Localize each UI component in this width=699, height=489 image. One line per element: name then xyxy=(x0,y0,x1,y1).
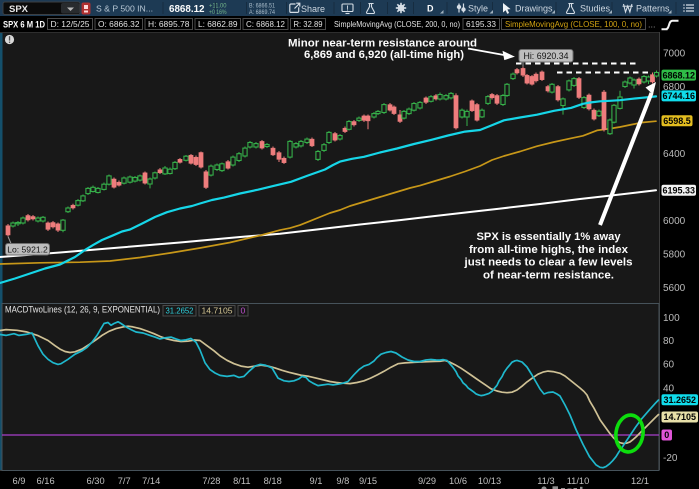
svg-text:0: 0 xyxy=(241,306,246,316)
svg-text:SimpleMovingAvg (CLOSE, 100, 0: SimpleMovingAvg (CLOSE, 100, 0, no) xyxy=(505,19,642,29)
svg-text:+11.00: +11.00 xyxy=(209,3,227,10)
svg-text:+0.16%: +0.16% xyxy=(209,9,227,16)
svg-text:C: 6868.12: C: 6868.12 xyxy=(246,19,285,29)
svg-text:31.2652: 31.2652 xyxy=(166,306,194,316)
svg-text:L: 6862.89: L: 6862.89 xyxy=(198,19,238,29)
svg-text:6598.5: 6598.5 xyxy=(663,116,691,126)
svg-text:9/1: 9/1 xyxy=(310,476,323,486)
svg-text:6400: 6400 xyxy=(663,149,686,160)
svg-text:5800: 5800 xyxy=(663,250,686,261)
svg-text:Share: Share xyxy=(301,4,325,14)
svg-text:10/13: 10/13 xyxy=(478,476,501,486)
svg-text:6,869 and 6,920 (all-time high: 6,869 and 6,920 (all-time high) xyxy=(304,49,464,61)
svg-text:-20: -20 xyxy=(663,453,678,464)
svg-text:of near-term resistance.: of near-term resistance. xyxy=(483,269,614,281)
svg-text:Hi: 6920.34: Hi: 6920.34 xyxy=(524,51,569,61)
svg-text:10/6: 10/6 xyxy=(449,476,467,486)
svg-text:H: 6895.78: H: 6895.78 xyxy=(148,19,190,29)
svg-text:Patterns: Patterns xyxy=(636,4,670,14)
svg-text:Style: Style xyxy=(468,4,488,14)
svg-text:Drawings: Drawings xyxy=(515,4,553,14)
svg-text:SPX is essentially 1% away: SPX is essentially 1% away xyxy=(477,231,622,243)
svg-text:Lo: 5921.2: Lo: 5921.2 xyxy=(7,244,48,254)
svg-text:0: 0 xyxy=(664,430,669,440)
svg-text:from all-time highs, the index: from all-time highs, the index xyxy=(469,244,629,256)
svg-text:6195.33: 6195.33 xyxy=(466,19,496,29)
svg-text:7/28: 7/28 xyxy=(202,476,220,486)
svg-text:O: 6866.32: O: 6866.32 xyxy=(98,19,140,29)
svg-text:6744.16: 6744.16 xyxy=(662,91,695,101)
svg-text:...: ... xyxy=(648,20,656,30)
svg-text:6800: 6800 xyxy=(663,82,686,93)
svg-text:7000: 7000 xyxy=(663,49,686,60)
svg-text:40: 40 xyxy=(663,384,675,395)
svg-text:7/14: 7/14 xyxy=(142,476,160,486)
svg-text:60: 60 xyxy=(663,359,675,370)
svg-text:6000: 6000 xyxy=(663,216,686,227)
svg-text:Minor near-term resistance aro: Minor near-term resistance around xyxy=(288,37,477,49)
svg-text:SPX 6 M 1D: SPX 6 M 1D xyxy=(3,20,45,31)
svg-text:14.7105: 14.7105 xyxy=(663,412,696,422)
svg-text:SPX: SPX xyxy=(9,4,29,15)
svg-text:6/9: 6/9 xyxy=(13,476,26,486)
svg-text:11/10: 11/10 xyxy=(567,476,590,486)
svg-text:9/29: 9/29 xyxy=(418,476,436,486)
svg-text:9/15: 9/15 xyxy=(359,476,377,486)
svg-text:6868.12: 6868.12 xyxy=(169,3,205,15)
svg-text:MACDTwoLines (12, 26, 9, EXPON: MACDTwoLines (12, 26, 9, EXPONENTIAL) xyxy=(5,305,160,315)
svg-text:11/3: 11/3 xyxy=(537,476,554,486)
svg-text:!: ! xyxy=(346,6,348,13)
svg-text:7/7: 7/7 xyxy=(118,476,131,486)
svg-text:31.2652: 31.2652 xyxy=(663,395,696,405)
svg-text:8/11: 8/11 xyxy=(233,476,250,486)
svg-text:5600: 5600 xyxy=(663,283,686,294)
svg-text:6868.12: 6868.12 xyxy=(662,70,695,80)
svg-text:Studies: Studies xyxy=(580,4,611,14)
svg-text:100: 100 xyxy=(663,313,680,324)
svg-text:SimpleMovingAvg (CLOSE, 200, 0: SimpleMovingAvg (CLOSE, 200, 0, no) xyxy=(334,19,460,29)
svg-text:just needs to clear a few leve: just needs to clear a few levels xyxy=(463,257,632,269)
svg-text:B: 6866.51: B: 6866.51 xyxy=(249,3,275,10)
svg-text:6/30: 6/30 xyxy=(87,476,105,486)
svg-text:R: 32.89: R: 32.89 xyxy=(294,19,323,29)
svg-text:D: 12/5/25: D: 12/5/25 xyxy=(51,19,90,29)
svg-text:D: D xyxy=(427,4,434,14)
svg-text:6/16: 6/16 xyxy=(37,476,55,486)
svg-text:6195.33: 6195.33 xyxy=(662,186,695,196)
svg-text:14.7105: 14.7105 xyxy=(202,306,233,316)
svg-text:80: 80 xyxy=(663,336,675,347)
svg-text:12/1: 12/1 xyxy=(631,476,649,486)
svg-text:8/18: 8/18 xyxy=(264,476,282,486)
svg-text:9/8: 9/8 xyxy=(336,476,349,486)
svg-text:A: 6869.74: A: 6869.74 xyxy=(249,9,275,16)
svg-text:S & P 500 IN...: S & P 500 IN... xyxy=(96,4,153,14)
